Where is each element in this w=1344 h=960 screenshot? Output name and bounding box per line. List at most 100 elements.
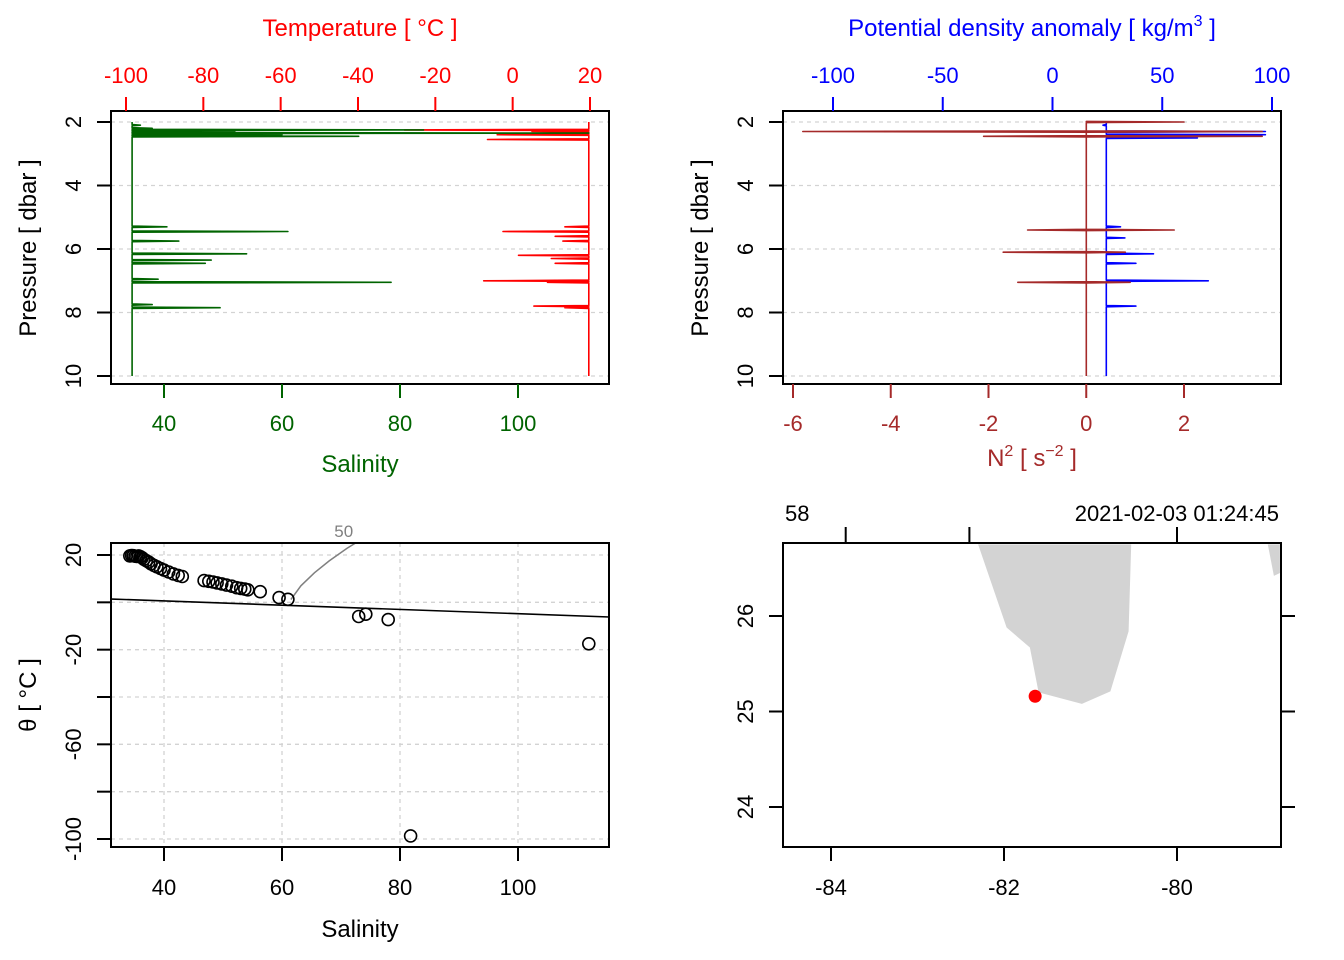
land-polygons: [978, 544, 1280, 704]
x-tick-label: 100: [500, 411, 537, 436]
x-tick-label: 80: [388, 411, 412, 436]
temperature-axis: -100 -80 -60 -40 -20 0 20: [104, 63, 602, 111]
ts-point: [175, 569, 190, 584]
n2-title-end: ]: [1064, 445, 1077, 472]
x-tick-label: -80: [187, 63, 219, 88]
x-tick-label: 80: [388, 875, 412, 900]
density-contour-label: 50: [334, 522, 353, 541]
density-title-main: Potential density anomaly [ kg/m: [848, 15, 1194, 42]
panel-ts-diagram: 50 20 -20 -60 -100 40 60 80 100 Salinity θ [ °…: [15, 522, 610, 943]
x-tick-label: -100: [811, 63, 855, 88]
n2-line: [802, 120, 1263, 376]
salinity-line: [131, 122, 590, 376]
y-tick-label: 4: [61, 179, 86, 191]
land-polygon: [978, 544, 1132, 704]
pressure-gridlines: [783, 121, 1281, 377]
pressure-axis-title: Pressure [ dbar ]: [687, 159, 714, 336]
x-tick-label: -50: [927, 63, 959, 88]
latitude-axis: 24 25 26: [733, 604, 1295, 819]
ts-point: [210, 576, 224, 590]
y-tick-label: 4: [733, 179, 758, 191]
plot-frame: [110, 110, 610, 385]
y-tick-label: 2: [61, 116, 86, 128]
x-tick-label: 40: [152, 411, 176, 436]
panel-temperature-salinity-profile: 2 4 6 8 10 -100 -80 -60 -40 -20 0 20 40 60 80 100 Tem…: [15, 15, 610, 478]
x-tick-label: -60: [265, 63, 297, 88]
x-tick-label: 50: [1150, 63, 1174, 88]
ts-point: [351, 609, 366, 624]
pressure-axis: 2 4 6 8 10: [61, 116, 111, 388]
x-tick-label: -40: [342, 63, 374, 88]
station-time-label: 2021-02-03 01:24:45: [1075, 501, 1279, 526]
n2-axis: -6 -4 -2 0 2: [783, 384, 1190, 436]
density-contour: [290, 542, 357, 600]
ts-point: [358, 607, 373, 622]
density-axis-title: Potential density anomaly [ kg/m3 ]: [848, 13, 1216, 42]
x-tick-label: 20: [578, 63, 602, 88]
density-title-sup: 3: [1194, 13, 1203, 30]
station-id-label: 58: [785, 501, 809, 526]
y-tick-label: 20: [61, 543, 86, 567]
x-tick-label: 100: [500, 875, 537, 900]
x-tick-label: 0: [507, 63, 519, 88]
x-tick-label: 2: [1178, 411, 1190, 436]
y-tick-label: -60: [61, 728, 86, 760]
ts-point: [581, 636, 596, 651]
ts-points: [123, 548, 596, 843]
ts-point: [403, 829, 418, 843]
ts-gridlines: [111, 543, 609, 847]
x-tick-label: -100: [104, 63, 148, 88]
x-tick-label: 0: [1080, 411, 1092, 436]
y-tick-label: 10: [733, 364, 758, 388]
n2-title-main: N: [987, 445, 1004, 472]
panel-density-n2-profile: 2 4 6 8 10 -100 -50 0 50 100 -6 -4 -2 0 2 Potential …: [687, 13, 1290, 472]
pressure-axis-title: Pressure [ dbar ]: [15, 159, 42, 336]
x-tick-label: -82: [988, 875, 1020, 900]
lat-tick-label: 24: [733, 795, 758, 819]
x-tick-label: 0: [1046, 63, 1058, 88]
longitude-axis: -84 -82 -80: [815, 847, 1193, 900]
ts-point: [381, 612, 396, 627]
station-marker-group: [1028, 689, 1042, 703]
n2-title-mid: [ s: [1013, 445, 1045, 472]
theta-axis: 20 -20 -60 -100: [61, 543, 111, 861]
y-tick-label: 6: [733, 243, 758, 255]
n2-title-sup: 2: [1004, 443, 1013, 460]
density-axis: -100 -50 0 50 100: [811, 63, 1290, 111]
ts-lines: 50: [111, 522, 610, 618]
salinity-axis: 40 60 80 100: [152, 847, 537, 900]
top-axis-ticks: [844, 527, 1178, 543]
x-tick-label: -6: [783, 411, 803, 436]
theta-axis-title: θ [ °C ]: [15, 658, 42, 732]
y-tick-label: 8: [61, 306, 86, 318]
x-tick-label: -2: [979, 411, 999, 436]
lat-tick-label: 25: [733, 699, 758, 723]
x-tick-label: 40: [152, 875, 176, 900]
x-tick-label: -84: [815, 875, 847, 900]
plot-frame: [782, 110, 1282, 385]
station-marker: [1028, 689, 1042, 703]
ts-point: [253, 584, 268, 599]
x-tick-label: -80: [1161, 875, 1193, 900]
map-frame: [782, 542, 1282, 848]
salinity-axis-title: Salinity: [321, 916, 398, 943]
pressure-axis: 2 4 6 8 10: [733, 116, 783, 388]
density-title-end: ]: [1203, 15, 1216, 42]
ts-point: [272, 590, 286, 605]
profile-series: [802, 120, 1267, 376]
x-tick-label: 60: [270, 411, 294, 436]
temperature-axis-title: Temperature [ °C ]: [263, 15, 458, 42]
y-tick-label: 10: [61, 364, 86, 388]
n2-axis-title: N2 [ s−2 ]: [987, 443, 1077, 472]
lat-tick-label: 26: [733, 604, 758, 628]
profile-series: [131, 122, 590, 376]
land-polygon: [1267, 544, 1280, 576]
salinity-axis: 40 60 80 100: [152, 384, 537, 436]
ts-point: [197, 573, 211, 588]
pressure-gridlines: [111, 121, 609, 377]
y-tick-label: -100: [61, 817, 86, 861]
ts-point: [281, 592, 295, 607]
x-tick-label: -20: [419, 63, 451, 88]
x-tick-label: 100: [1254, 63, 1291, 88]
